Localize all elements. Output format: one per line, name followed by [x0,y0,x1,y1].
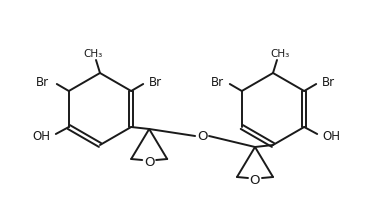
Text: Br: Br [148,76,162,89]
Text: O: O [197,130,207,143]
Text: O: O [250,174,260,187]
Text: OH: OH [322,130,340,143]
Text: O: O [144,156,154,169]
Text: CH₃: CH₃ [270,49,289,59]
Text: Br: Br [36,76,49,89]
Text: Br: Br [211,76,225,89]
Text: CH₃: CH₃ [84,49,103,59]
Text: Br: Br [322,76,335,89]
Text: OH: OH [33,130,51,143]
